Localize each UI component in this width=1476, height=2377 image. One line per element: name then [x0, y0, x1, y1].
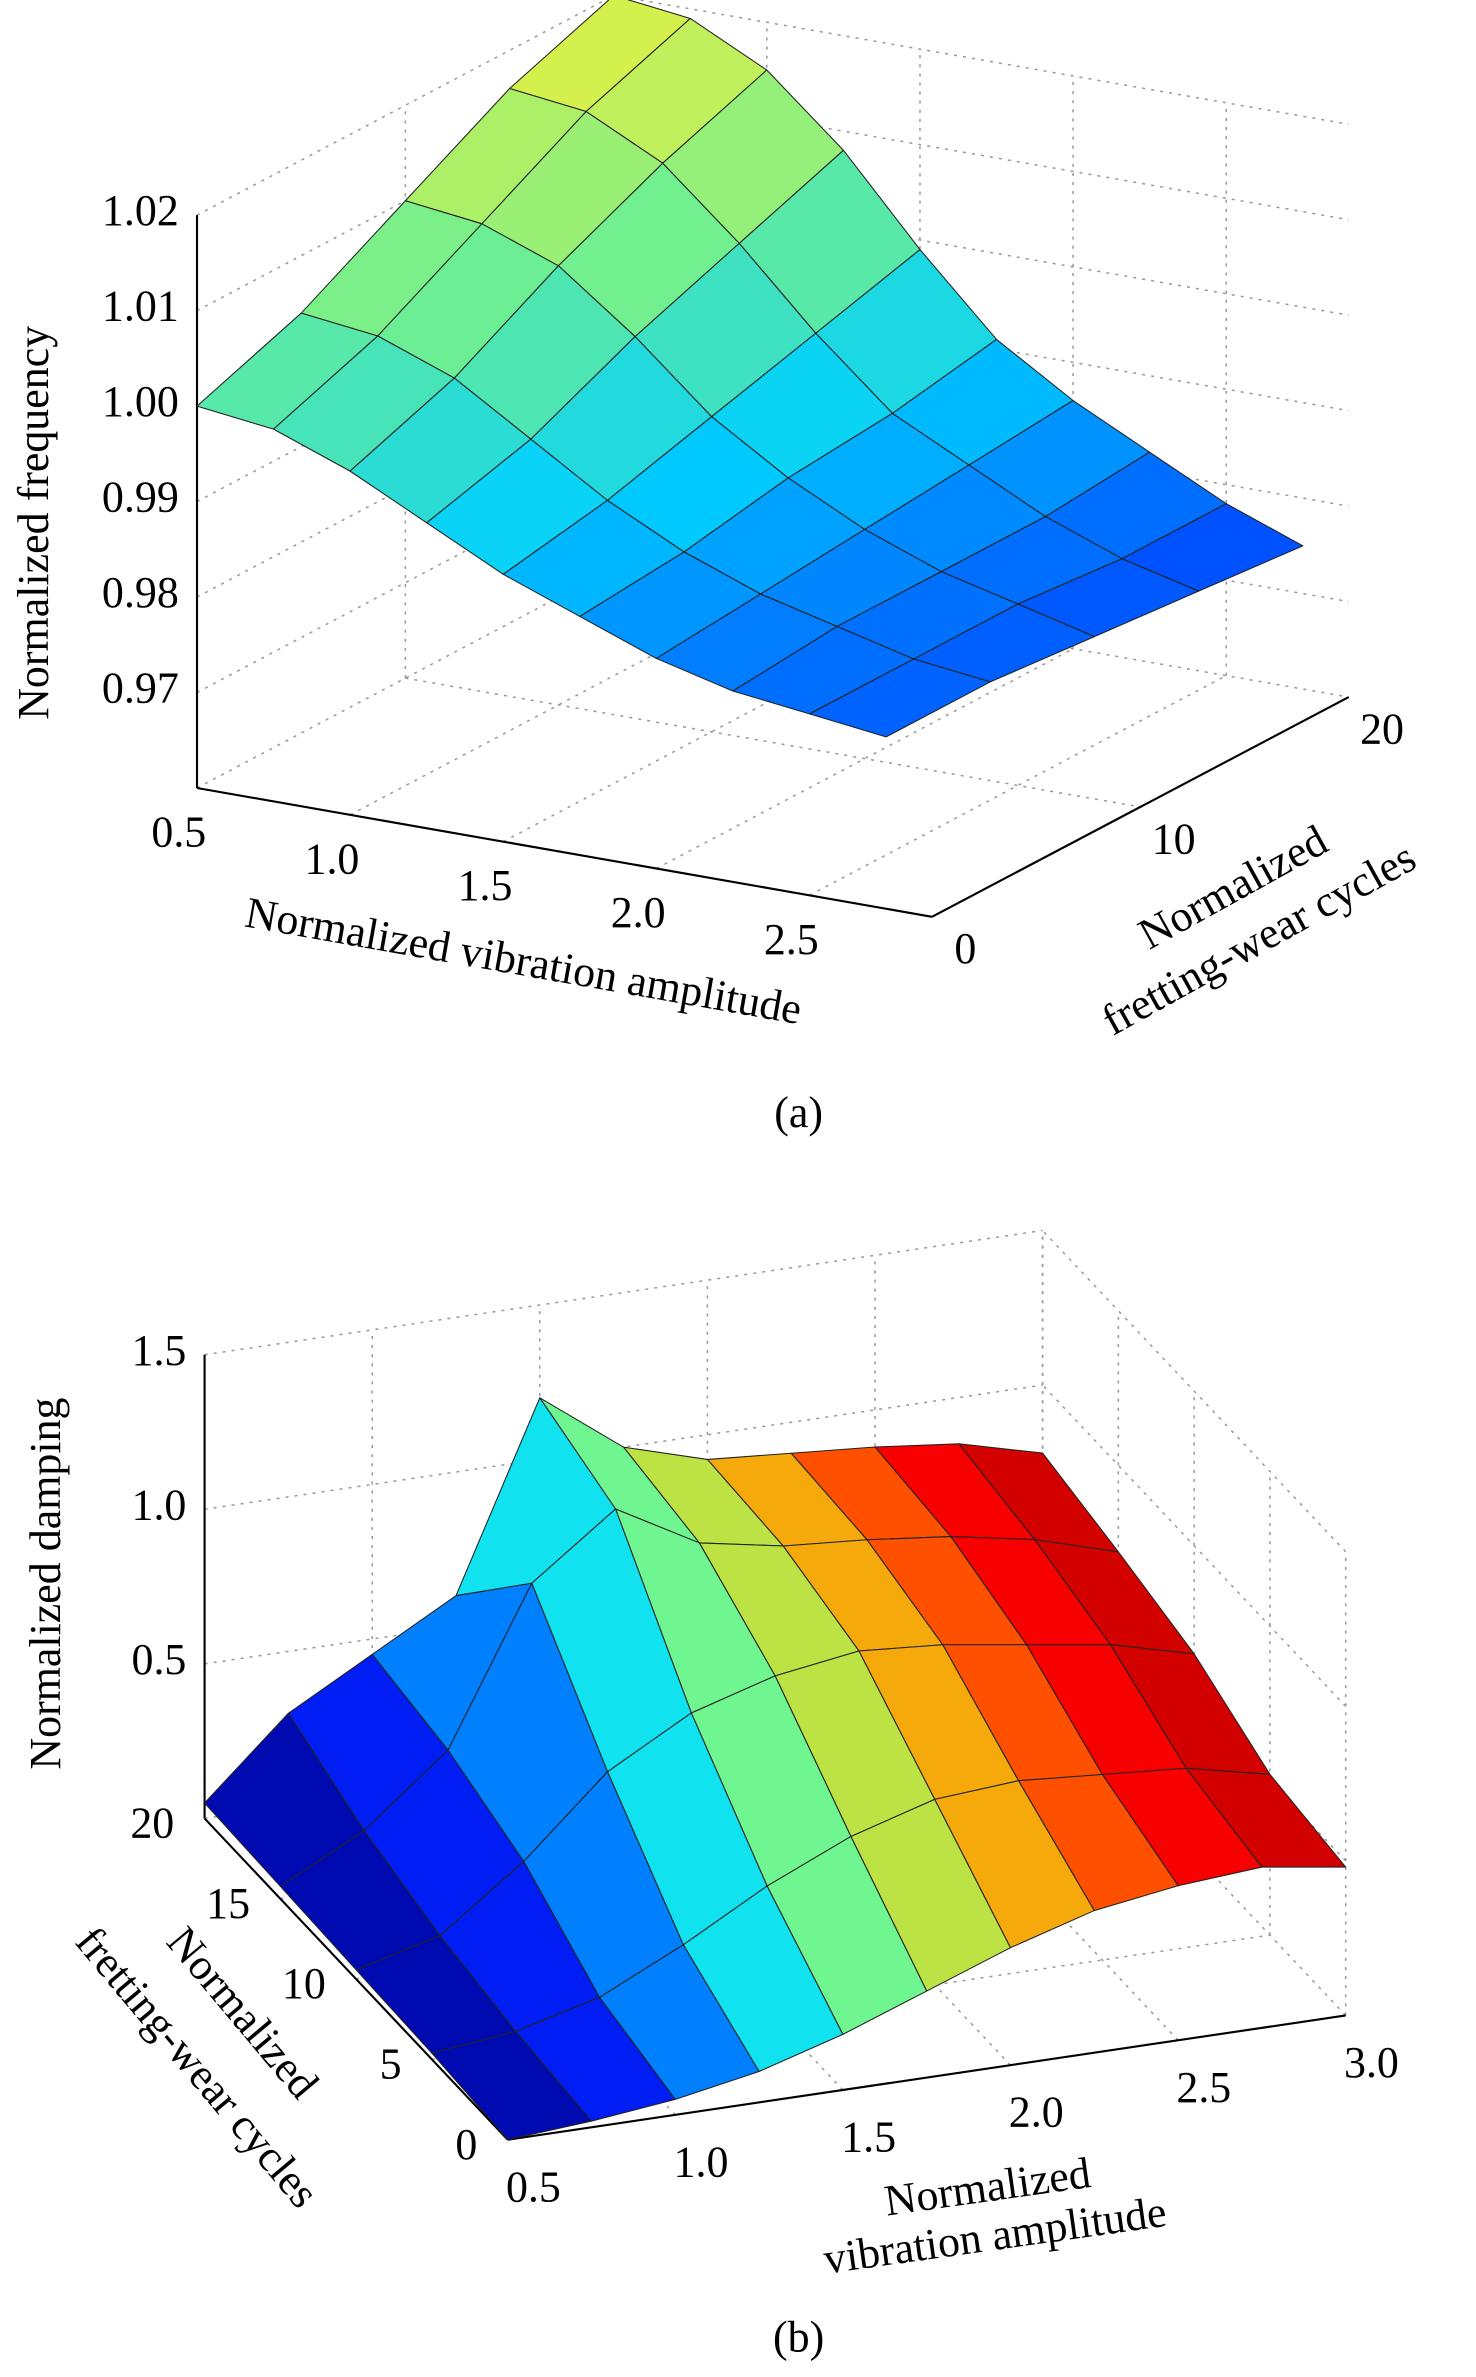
caption: (a) [774, 1088, 823, 1137]
y-tick-label: 10 [282, 1959, 326, 2008]
x-tick-label: 2.0 [1009, 2088, 1064, 2137]
y-tick-label: 20 [1360, 705, 1404, 754]
y-tick-label: 10 [1152, 814, 1196, 863]
x-axis [196, 786, 933, 918]
x-tick-label: 2.0 [611, 888, 666, 937]
y-tick-label: 0 [455, 2120, 477, 2169]
grid-line [613, 185, 1349, 316]
z-axis-label: Normalized frequency [9, 326, 58, 720]
y-axis [931, 696, 1350, 918]
grid-line [635, 0, 1349, 126]
grid-line [196, 567, 615, 789]
x-tick-label: 0.5 [151, 808, 206, 857]
x-tick-label: 1.0 [304, 834, 359, 883]
grid-line [204, 1229, 1043, 1356]
x-axis-label: Normalized vibration amplitude [242, 888, 806, 1034]
grid-line [613, 90, 1349, 221]
grid-line [809, 674, 1227, 896]
x-tick-label: 1.0 [674, 2137, 729, 2186]
z-axis-label: Normalized damping [21, 1397, 70, 1769]
z-tick-label: 1.02 [102, 186, 179, 235]
grid-line [656, 648, 1074, 870]
grid-line [1042, 1384, 1347, 1707]
x-axis [507, 2014, 1346, 2141]
x-tick-label: 0.5 [506, 2162, 561, 2211]
surface-cell [431, 2030, 592, 2141]
y-tick-label: 15 [206, 1879, 250, 1928]
z-tick-label: 1.0 [131, 1480, 186, 1529]
grid-line [196, 0, 607, 216]
grid-line [1042, 1229, 1347, 1553]
z-tick-label: 1.01 [102, 282, 179, 331]
x-tick-label: 1.5 [458, 861, 513, 910]
y-tick-label: 20 [130, 1799, 174, 1848]
z-tick-label: 0.98 [102, 568, 179, 617]
caption: (b) [773, 2312, 824, 2361]
y-tick-label: 0 [954, 924, 976, 973]
z-tick-label: 0.97 [102, 664, 179, 713]
surface-plot: 0.5 1.0 1.5 2.0 2.5 0 10 20 0.97 0.98 0.99 1.00 1.01… [9, 0, 1424, 1045]
x-tick-label: 2.5 [1176, 2063, 1231, 2112]
x-tick-label: 2.5 [764, 915, 819, 964]
grid-line [405, 677, 1141, 808]
y-tick-label: 5 [380, 2040, 402, 2089]
z-tick-label: 0.5 [131, 1635, 186, 1684]
surface-plot: 0.5 1.0 1.5 2.0 2.5 3.0 0 5 10 15 20 0.5 1.0 1.5 Norma… [21, 1229, 1399, 2284]
z-tick-label: 1.5 [131, 1326, 186, 1375]
surface-cell [808, 658, 991, 738]
y-axis [203, 1817, 509, 2141]
x-tick-label: 3.0 [1344, 2038, 1399, 2087]
z-tick-label: 1.00 [102, 377, 179, 426]
x-tick-label: 1.5 [841, 2113, 896, 2162]
z-tick-label: 0.99 [102, 473, 179, 522]
